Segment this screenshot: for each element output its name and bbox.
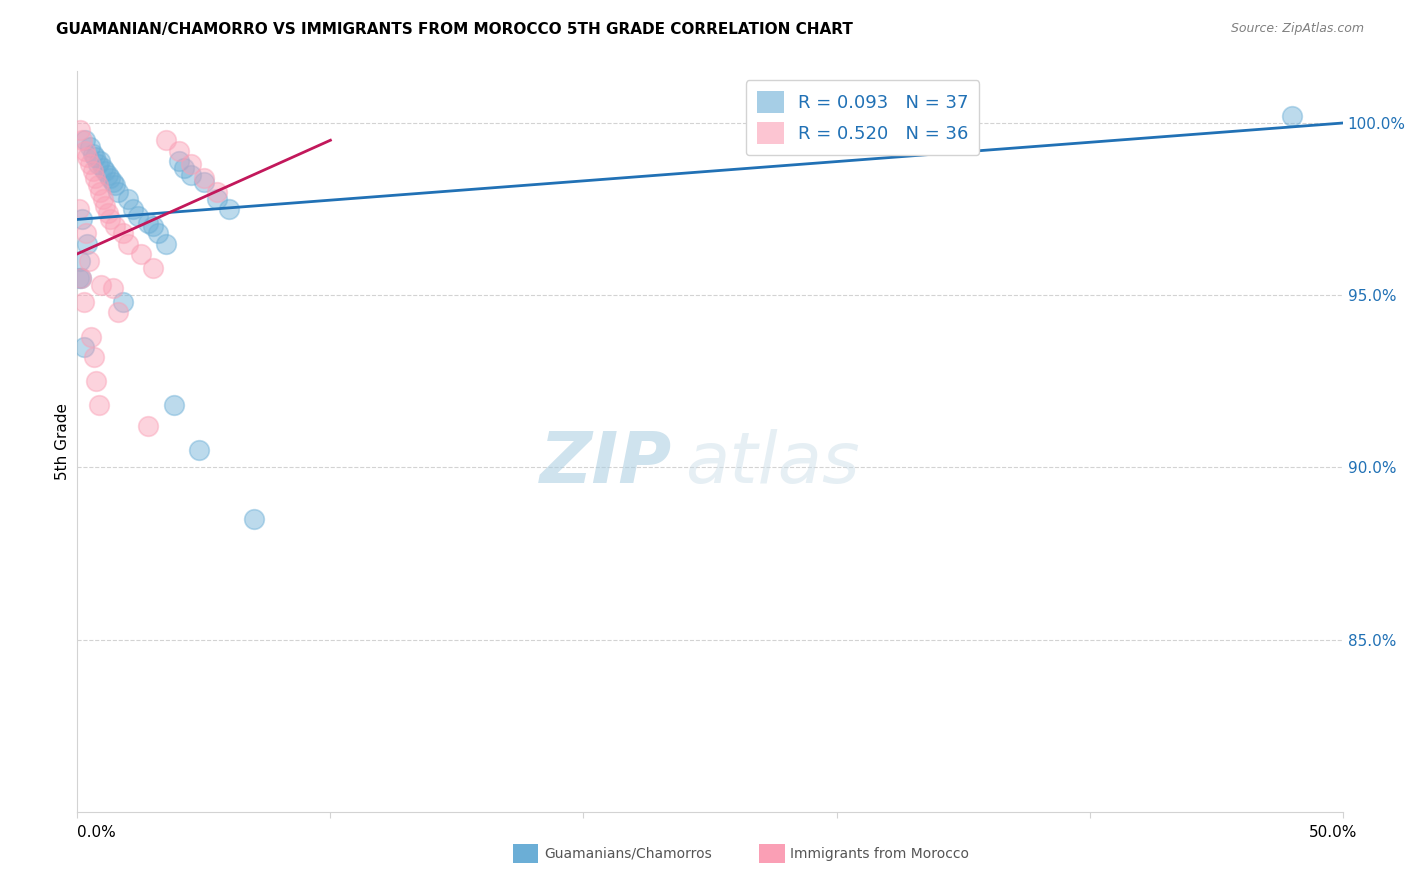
- Text: Source: ZipAtlas.com: Source: ZipAtlas.com: [1230, 22, 1364, 36]
- Point: [86, 374, 108, 388]
- Point: [67, 202, 90, 216]
- Point: [104, 219, 127, 234]
- Point: [155, 133, 177, 147]
- Point: [104, 178, 127, 192]
- Point: [73, 144, 96, 158]
- Point: [77, 253, 100, 268]
- Point: [142, 260, 165, 275]
- Point: [205, 192, 228, 206]
- Point: [73, 133, 96, 147]
- Point: [117, 192, 139, 206]
- Point: [90, 277, 112, 292]
- Point: [69, 123, 91, 137]
- Point: [67, 271, 90, 285]
- Point: [162, 398, 184, 412]
- Point: [72, 133, 94, 147]
- Point: [180, 157, 202, 171]
- Point: [173, 161, 195, 175]
- Point: [111, 295, 134, 310]
- Point: [117, 236, 139, 251]
- Point: [187, 443, 209, 458]
- Point: [193, 175, 215, 189]
- Text: 0.0%: 0.0%: [77, 825, 117, 840]
- Point: [94, 164, 117, 178]
- Point: [243, 512, 266, 526]
- Point: [127, 209, 149, 223]
- Point: [167, 144, 190, 158]
- Point: [87, 398, 110, 412]
- Legend: R = 0.093   N = 37, R = 0.520   N = 36: R = 0.093 N = 37, R = 0.520 N = 36: [745, 80, 980, 155]
- Point: [73, 295, 96, 310]
- Point: [70, 271, 93, 285]
- Point: [1281, 109, 1303, 123]
- Point: [107, 185, 129, 199]
- Point: [76, 236, 98, 251]
- Text: Guamanians/Chamorros: Guamanians/Chamorros: [544, 847, 711, 861]
- Point: [86, 157, 108, 171]
- Point: [101, 175, 124, 189]
- Point: [76, 151, 98, 165]
- Point: [79, 140, 101, 154]
- Point: [84, 151, 107, 165]
- Text: GUAMANIAN/CHAMORRO VS IMMIGRANTS FROM MOROCCO 5TH GRADE CORRELATION CHART: GUAMANIAN/CHAMORRO VS IMMIGRANTS FROM MO…: [56, 22, 853, 37]
- Point: [205, 185, 228, 199]
- Point: [218, 202, 240, 216]
- Point: [75, 226, 97, 240]
- Point: [80, 329, 103, 343]
- Y-axis label: 5th Grade: 5th Grade: [55, 403, 70, 480]
- Point: [69, 253, 91, 268]
- Point: [107, 305, 129, 319]
- Point: [142, 219, 165, 234]
- Point: [79, 157, 101, 171]
- Point: [155, 236, 177, 251]
- Point: [73, 340, 96, 354]
- Point: [89, 185, 111, 199]
- Text: 50.0%: 50.0%: [1309, 825, 1357, 840]
- Text: atlas: atlas: [685, 429, 859, 499]
- Point: [193, 171, 215, 186]
- Point: [70, 271, 93, 285]
- Point: [97, 205, 120, 219]
- Point: [72, 212, 94, 227]
- Point: [84, 171, 107, 186]
- Point: [167, 153, 190, 168]
- Point: [129, 247, 152, 261]
- Point: [91, 161, 114, 175]
- Text: ZIP: ZIP: [540, 429, 672, 499]
- Point: [82, 164, 104, 178]
- Point: [136, 216, 159, 230]
- Point: [111, 226, 134, 240]
- Point: [98, 212, 121, 227]
- Point: [97, 168, 120, 182]
- Point: [180, 168, 202, 182]
- Text: Immigrants from Morocco: Immigrants from Morocco: [790, 847, 969, 861]
- Point: [83, 350, 105, 364]
- Point: [91, 192, 114, 206]
- Point: [82, 147, 104, 161]
- Point: [98, 171, 121, 186]
- Point: [122, 202, 145, 216]
- Point: [101, 281, 124, 295]
- Point: [148, 226, 170, 240]
- Point: [136, 419, 159, 434]
- Point: [94, 199, 117, 213]
- Point: [86, 178, 108, 192]
- Point: [89, 153, 111, 168]
